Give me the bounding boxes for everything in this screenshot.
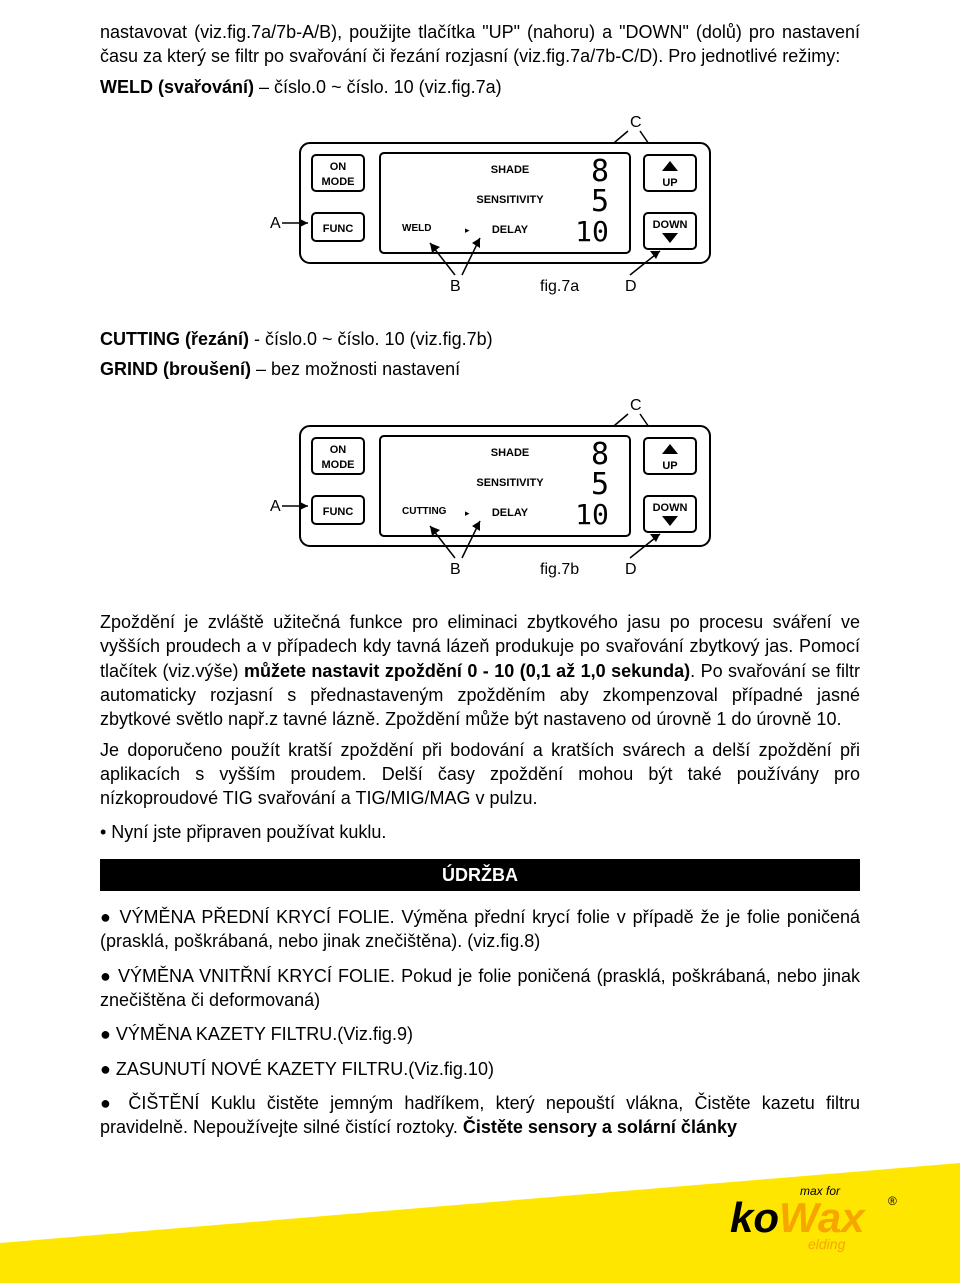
caption-7a: fig.7a	[540, 278, 579, 295]
marker-b: B	[450, 278, 461, 295]
on-mode-button: ON MODE	[312, 438, 364, 474]
on-mode-button: ON MODE	[312, 155, 364, 191]
maint-b1-label: ● VÝMĚNA PŘEDNÍ KRYCÍ FOLIE.	[100, 907, 395, 927]
intro-text: nastavovat (viz.fig.7a/7b-A/B), použijte…	[100, 20, 860, 69]
svg-text:®: ®	[888, 1194, 897, 1208]
svg-text:elding: elding	[808, 1236, 846, 1252]
marker-b: B	[450, 561, 461, 578]
svg-text:SENSITIVITY: SENSITIVITY	[476, 477, 544, 489]
svg-text:DELAY: DELAY	[492, 224, 529, 236]
marker-d: D	[625, 561, 637, 578]
maintenance-header: ÚDRŽBA	[100, 859, 860, 891]
delay-bold: můžete nastavit zpoždění 0 - 10 (0,1 až …	[244, 661, 690, 681]
marker-d: D	[625, 278, 637, 295]
marker-a: A	[270, 215, 281, 232]
cutting-rest: - číslo.0 ~ číslo. 10 (viz.fig.7b)	[249, 329, 493, 349]
maint-bullet-3: ● VÝMĚNA KAZETY FILTRU.(Viz.fig.9)	[100, 1022, 860, 1046]
svg-text:DELAY: DELAY	[492, 507, 529, 519]
svg-text:▸: ▸	[465, 508, 470, 518]
marker-c: C	[630, 397, 642, 414]
grind-rest: – bez možnosti nastavení	[251, 359, 460, 379]
func-button: FUNC	[312, 496, 364, 524]
cutting-line: CUTTING (řezání) - číslo.0 ~ číslo. 10 (…	[100, 327, 860, 351]
weld-rest: – číslo.0 ~ číslo. 10 (viz.fig.7a)	[254, 77, 502, 97]
svg-text:▸: ▸	[465, 225, 470, 235]
maint-bullet-5: ● ČIŠTĚNÍ Kuklu čistěte jemným hadříkem,…	[100, 1091, 860, 1140]
marker-a: A	[270, 498, 281, 515]
svg-text:SHADE: SHADE	[491, 447, 530, 459]
figure-7a: C ON MODE FUNC WELD SHADE SENSITIVITY ▸ …	[100, 113, 860, 309]
svg-text:10: 10	[575, 498, 609, 531]
svg-text:5: 5	[591, 467, 609, 502]
svg-text:5: 5	[591, 184, 609, 219]
maint-bullet-1: ● VÝMĚNA PŘEDNÍ KRYCÍ FOLIE. Výměna před…	[100, 905, 860, 954]
ready-line: • Nyní jste připraven používat kuklu.	[100, 820, 860, 844]
svg-text:ON: ON	[330, 161, 347, 173]
grind-label: GRIND (broušení)	[100, 359, 251, 379]
caption-7b: fig.7b	[540, 561, 579, 578]
marker-c: C	[630, 114, 642, 131]
svg-text:MODE: MODE	[322, 176, 355, 188]
weld-line: WELD (svařování) – číslo.0 ~ číslo. 10 (…	[100, 75, 860, 99]
cutting-label: CUTTING (řezání)	[100, 329, 249, 349]
mode-text-7a: WELD	[402, 223, 431, 234]
figure-7b: C ON MODE FUNC CUTTING SHADE SENSITIVITY…	[100, 396, 860, 592]
maint-b2-label: ● VÝMĚNA VNITŘNÍ KRYCÍ FOLIE.	[100, 966, 395, 986]
svg-text:DOWN: DOWN	[653, 219, 688, 231]
svg-text:UP: UP	[662, 177, 677, 189]
delay-paragraph2: Je doporučeno použít kratší zpoždění při…	[100, 738, 860, 811]
maint-bullet-4: ● ZASUNUTÍ NOVÉ KAZETY FILTRU.(Viz.fig.1…	[100, 1057, 860, 1081]
svg-text:ON: ON	[330, 444, 347, 456]
svg-text:DOWN: DOWN	[653, 502, 688, 514]
svg-text:MODE: MODE	[322, 459, 355, 471]
svg-text:SHADE: SHADE	[491, 164, 530, 176]
svg-text:koWax: koWax	[730, 1194, 866, 1241]
mode-text-7b: CUTTING	[402, 506, 447, 517]
svg-text:10: 10	[575, 215, 609, 248]
svg-text:SENSITIVITY: SENSITIVITY	[476, 194, 544, 206]
grind-line: GRIND (broušení) – bez možnosti nastaven…	[100, 357, 860, 381]
maint-b5-label: ● ČIŠTĚNÍ	[100, 1093, 199, 1113]
kowax-logo: max for koWax ® elding	[730, 1177, 900, 1263]
up-button: UP	[644, 155, 696, 191]
down-button: DOWN	[644, 213, 696, 249]
svg-text:UP: UP	[662, 460, 677, 472]
delay-paragraph: Zpoždění je zvláště užitečná funkce pro …	[100, 610, 860, 731]
maint-b5-bold2: Čistěte sensory a solární články	[463, 1117, 737, 1137]
up-button: UP	[644, 438, 696, 474]
svg-text:FUNC: FUNC	[323, 223, 354, 235]
weld-label: WELD (svařování)	[100, 77, 254, 97]
maint-bullet-2: ● VÝMĚNA VNITŘNÍ KRYCÍ FOLIE. Pokud je f…	[100, 964, 860, 1013]
func-button: FUNC	[312, 213, 364, 241]
svg-text:FUNC: FUNC	[323, 506, 354, 518]
down-button: DOWN	[644, 496, 696, 532]
